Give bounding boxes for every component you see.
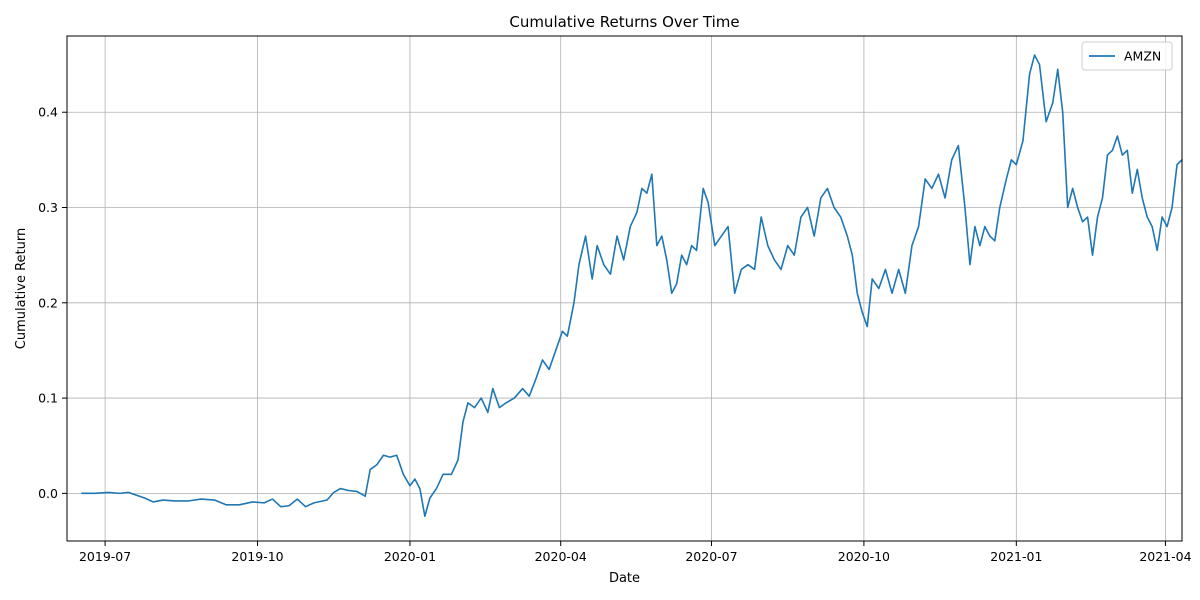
grid-layer — [67, 36, 1182, 541]
y-axis-title: Cumulative Return — [14, 228, 29, 349]
x-tick-label: 2019-10 — [231, 549, 283, 564]
x-axis-title: Date — [609, 571, 640, 586]
y-tick-label: 0.1 — [38, 391, 58, 406]
legend-box — [1081, 41, 1173, 71]
y-tick-label: 0.3 — [38, 200, 58, 215]
x-tick-label: 2021-01 — [990, 549, 1042, 564]
x-tick-label: 2020-10 — [838, 549, 890, 564]
x-tick-label: 2021-04 — [1139, 549, 1191, 564]
y-tick-label: 0.2 — [38, 295, 58, 310]
x-tick-label: 2020-01 — [384, 549, 436, 564]
legend: AMZN — [1081, 41, 1173, 71]
x-tick-label: 2019-07 — [79, 549, 131, 564]
x-tick-label: 2020-07 — [685, 549, 737, 564]
y-tick-label: 0.0 — [38, 486, 58, 501]
series-layer — [81, 54, 1183, 518]
y-tick-label: 0.4 — [38, 105, 58, 120]
plot-frame — [66, 35, 1183, 542]
legend-label: AMZN — [1124, 49, 1161, 64]
chart-title: Cumulative Returns Over Time — [509, 13, 739, 31]
x-tick-label: 2020-04 — [535, 549, 587, 564]
tick-layer: 2019-07 2019-10 2020-01 2020-04 2020-07 2020-… — [38, 105, 1191, 564]
series-line-amzn — [81, 54, 1183, 518]
